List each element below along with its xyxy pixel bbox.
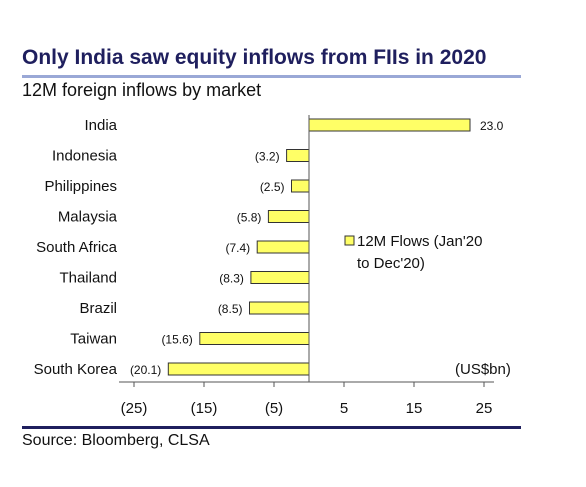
x-tick-label: 5 (340, 400, 348, 417)
bar-india (308, 118, 471, 132)
data-label: (15.6) (161, 333, 192, 347)
bar-philippines (291, 179, 310, 193)
bar-taiwan (199, 332, 310, 345)
data-label: (8.5) (218, 302, 243, 316)
category-label: Brazil (79, 300, 117, 317)
data-label: (7.4) (226, 241, 251, 255)
bar-brazil (249, 301, 310, 315)
x-tick-label: 25 (476, 400, 493, 417)
bar-indonesia (286, 149, 310, 162)
category-label: Malaysia (58, 209, 118, 226)
x-tick-label: 15 (406, 400, 423, 417)
category-label: Taiwan (70, 331, 117, 348)
bars-group (167, 118, 471, 376)
title-rule (22, 75, 521, 78)
category-label: South Korea (34, 361, 118, 378)
data-labels-group: 23.0 (3.2) (2.5) (5.8) (7.4) (8.3) (8.5) (15.6)… (130, 119, 504, 377)
legend-label-line-2: to Dec'20) (357, 255, 425, 272)
chart-title: Only India saw equity inflows from FIIs … (22, 46, 487, 69)
source-note: Source: Bloomberg, CLSA (22, 432, 210, 449)
chart-subtitle: 12M foreign inflows by market (22, 80, 262, 100)
data-label: (3.2) (255, 150, 280, 164)
source-rule (22, 426, 521, 429)
x-tick-label: (5) (265, 400, 283, 417)
bar-thailand (250, 271, 310, 284)
legend-label-line-1: 12M Flows (Jan'20 (357, 233, 482, 250)
category-label: Philippines (44, 178, 117, 195)
category-label: Thailand (59, 270, 117, 287)
category-labels-group: India Indonesia Philippines Malaysia South A… (34, 117, 118, 378)
unit-label: (US$bn) (455, 361, 511, 378)
bar-south-korea (167, 362, 310, 376)
data-label: (5.8) (237, 211, 262, 225)
category-label: Indonesia (52, 148, 118, 165)
data-label: (2.5) (260, 180, 285, 194)
axis-group: (25) (15) (5) 5 15 25 (US$bn) (119, 115, 511, 417)
category-label: South Africa (36, 239, 118, 256)
data-label: 23.0 (480, 119, 504, 133)
data-label: (20.1) (130, 363, 161, 377)
data-label: (8.3) (219, 272, 244, 286)
legend: 12M Flows (Jan'20 to Dec'20) (344, 233, 482, 272)
bar-malaysia (267, 210, 310, 223)
x-tick-label: (25) (121, 400, 148, 417)
category-label: India (84, 117, 117, 134)
legend-swatch (344, 235, 355, 246)
bar-south-africa (256, 240, 310, 254)
x-tick-label: (15) (191, 400, 218, 417)
